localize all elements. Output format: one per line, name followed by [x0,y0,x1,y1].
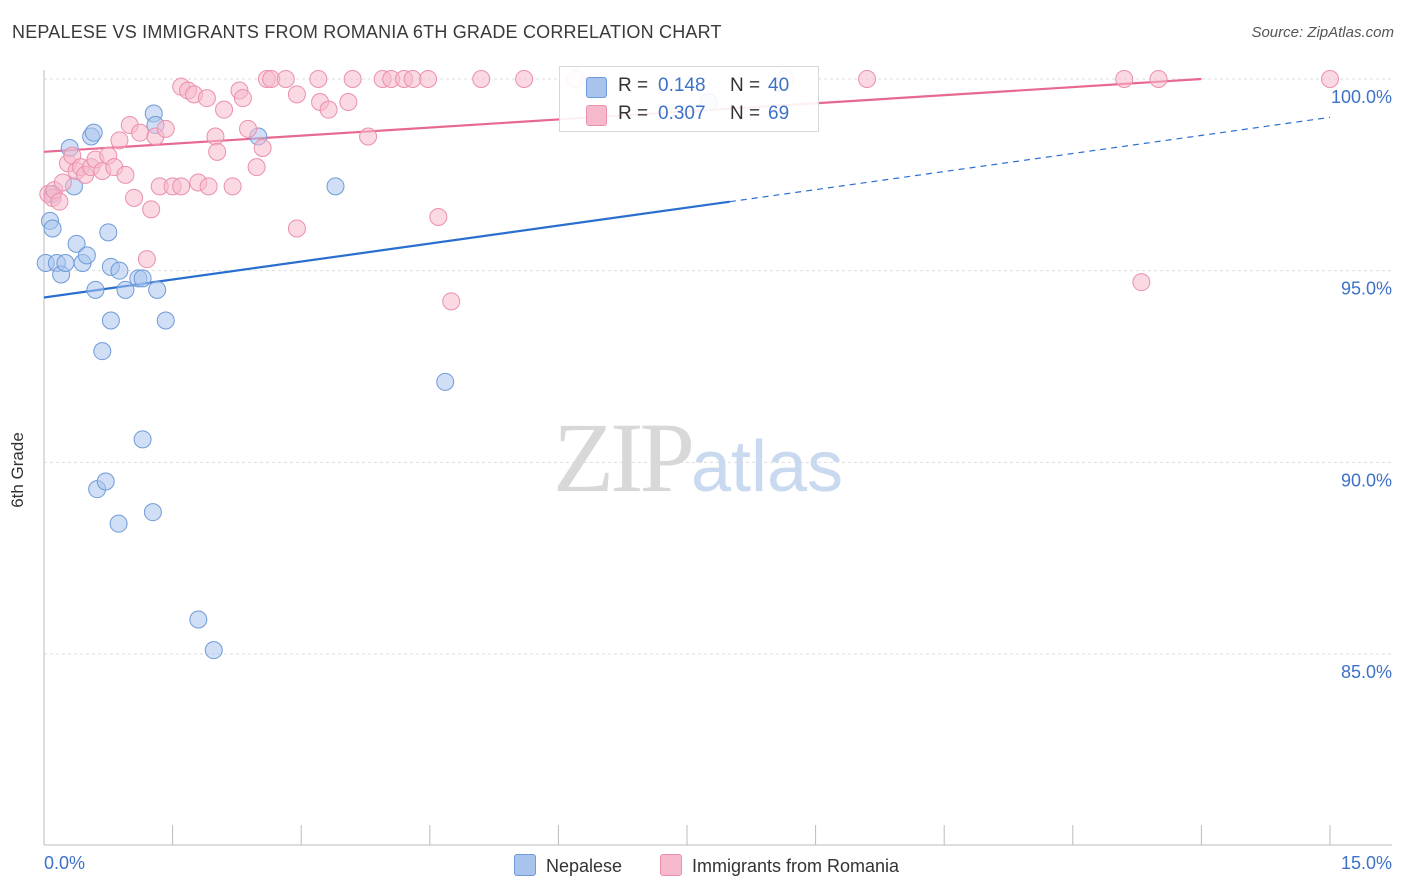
romania-point [131,123,150,142]
romania-point [223,177,242,196]
romania-point [172,177,191,196]
tick-labels: 100.0% 95.0% 90.0% 85.0% 0.0% 15.0% [44,87,1392,873]
nepalese-trend-line-extension [729,116,1331,203]
watermark: ZIPatlas [553,400,843,515]
legend-swatch-pink [586,105,607,126]
romania-point [319,100,338,119]
romania-point [276,70,295,88]
romania-point [197,89,216,108]
nepalese-point [326,177,345,196]
romania-point [858,70,877,88]
legend-label-romania: Immigrants from Romania [692,856,900,876]
romania-point [247,158,266,177]
nepalese-point [204,641,223,660]
nepalese-point [116,280,135,299]
romania-point [1132,273,1151,292]
nepalese-point [96,472,115,491]
nepalese-point [93,342,112,361]
romania-point [215,100,234,119]
source-label: Source: ZipAtlas.com [1251,24,1394,41]
nepalese-point [56,254,75,272]
gridlines [44,78,1392,655]
romania-point [442,292,461,311]
legend-item-nepalese[interactable]: Nepalese [514,854,622,877]
legend-swatch-nepalese [514,854,536,876]
romania-point [142,200,161,219]
romania-point [359,127,378,146]
legend-r-value: 0.307 [658,103,706,124]
romania-point [1115,70,1134,88]
romania-point [287,219,306,238]
nepalese-point [77,246,96,265]
y-tick-label: 90.0% [1341,470,1392,490]
series-legend: Nepalese Immigrants from Romania [0,850,1406,880]
romania-point [156,119,175,138]
romania-point [472,70,491,88]
nepalese-point [84,123,103,142]
romania-point [199,177,218,196]
x-tick-label: 15.0% [1341,853,1392,873]
legend-n-value: 69 [768,103,790,124]
romania-point [206,127,225,146]
nepalese-point [189,610,208,629]
nepalese-point [436,372,455,391]
romania-point [110,131,129,150]
romania-point [137,250,156,269]
romania-point [287,85,306,104]
legend-row-romania: R = 0.307 N = 69 [560,101,818,129]
romania-point [1321,70,1339,88]
romania-point [309,70,328,88]
nepalese-point [148,280,167,299]
romania-point [208,142,227,161]
nepalese-point [143,503,162,522]
y-axis-label: 6th Grade [8,432,27,508]
romania-point [403,70,422,88]
romania-point [419,70,438,88]
data-points [36,70,1339,660]
nepalese-point [43,219,62,238]
romania-point [253,139,272,157]
nepalese-point [109,514,128,533]
legend-label-nepalese: Nepalese [546,856,623,876]
y-tick-label: 85.0% [1341,662,1392,682]
romania-point [50,192,69,211]
nepalese-point [133,430,152,449]
nepalese-point [110,261,129,280]
legend-swatch-blue [586,77,607,98]
romania-point [116,165,135,184]
nepalese-point [99,223,118,242]
legend-r-value: 0.148 [658,75,706,96]
chart-title: NEPALESE VS IMMIGRANTS FROM ROMANIA 6TH … [12,22,722,42]
romania-point [339,93,358,111]
y-tick-label: 95.0% [1341,279,1392,299]
legend-r-label: R = [618,75,649,96]
y-tick-label: 100.0% [1331,87,1392,107]
legend-row-nepalese: R = 0.148 N = 40 [560,73,818,101]
romania-point [429,208,448,226]
watermark-atlas: atlas [691,427,844,507]
watermark-zip: ZIP [553,402,695,513]
romania-point [125,188,144,207]
romania-point [1149,70,1168,88]
legend-n-value: 40 [768,75,790,96]
nepalese-point [101,311,120,330]
romania-point [53,173,72,192]
nepalese-point [156,311,175,330]
nepalese-point [67,234,86,253]
axes [43,70,1392,846]
romania-point [515,70,534,88]
legend-n-label: N = [730,75,761,96]
nepalese-point [133,269,152,288]
legend-swatch-romania [660,854,682,876]
romania-point [239,119,258,138]
legend-n-label: N = [730,103,761,124]
x-tick-label: 0.0% [44,853,85,873]
romania-point [343,70,362,88]
legend-item-romania[interactable]: Immigrants from Romania [660,854,899,877]
romania-point [233,89,252,108]
legend-r-label: R = [618,103,649,124]
nepalese-point [86,280,105,299]
stats-legend: R = 0.148 N = 40 R = 0.307 N = 69 [559,66,819,132]
